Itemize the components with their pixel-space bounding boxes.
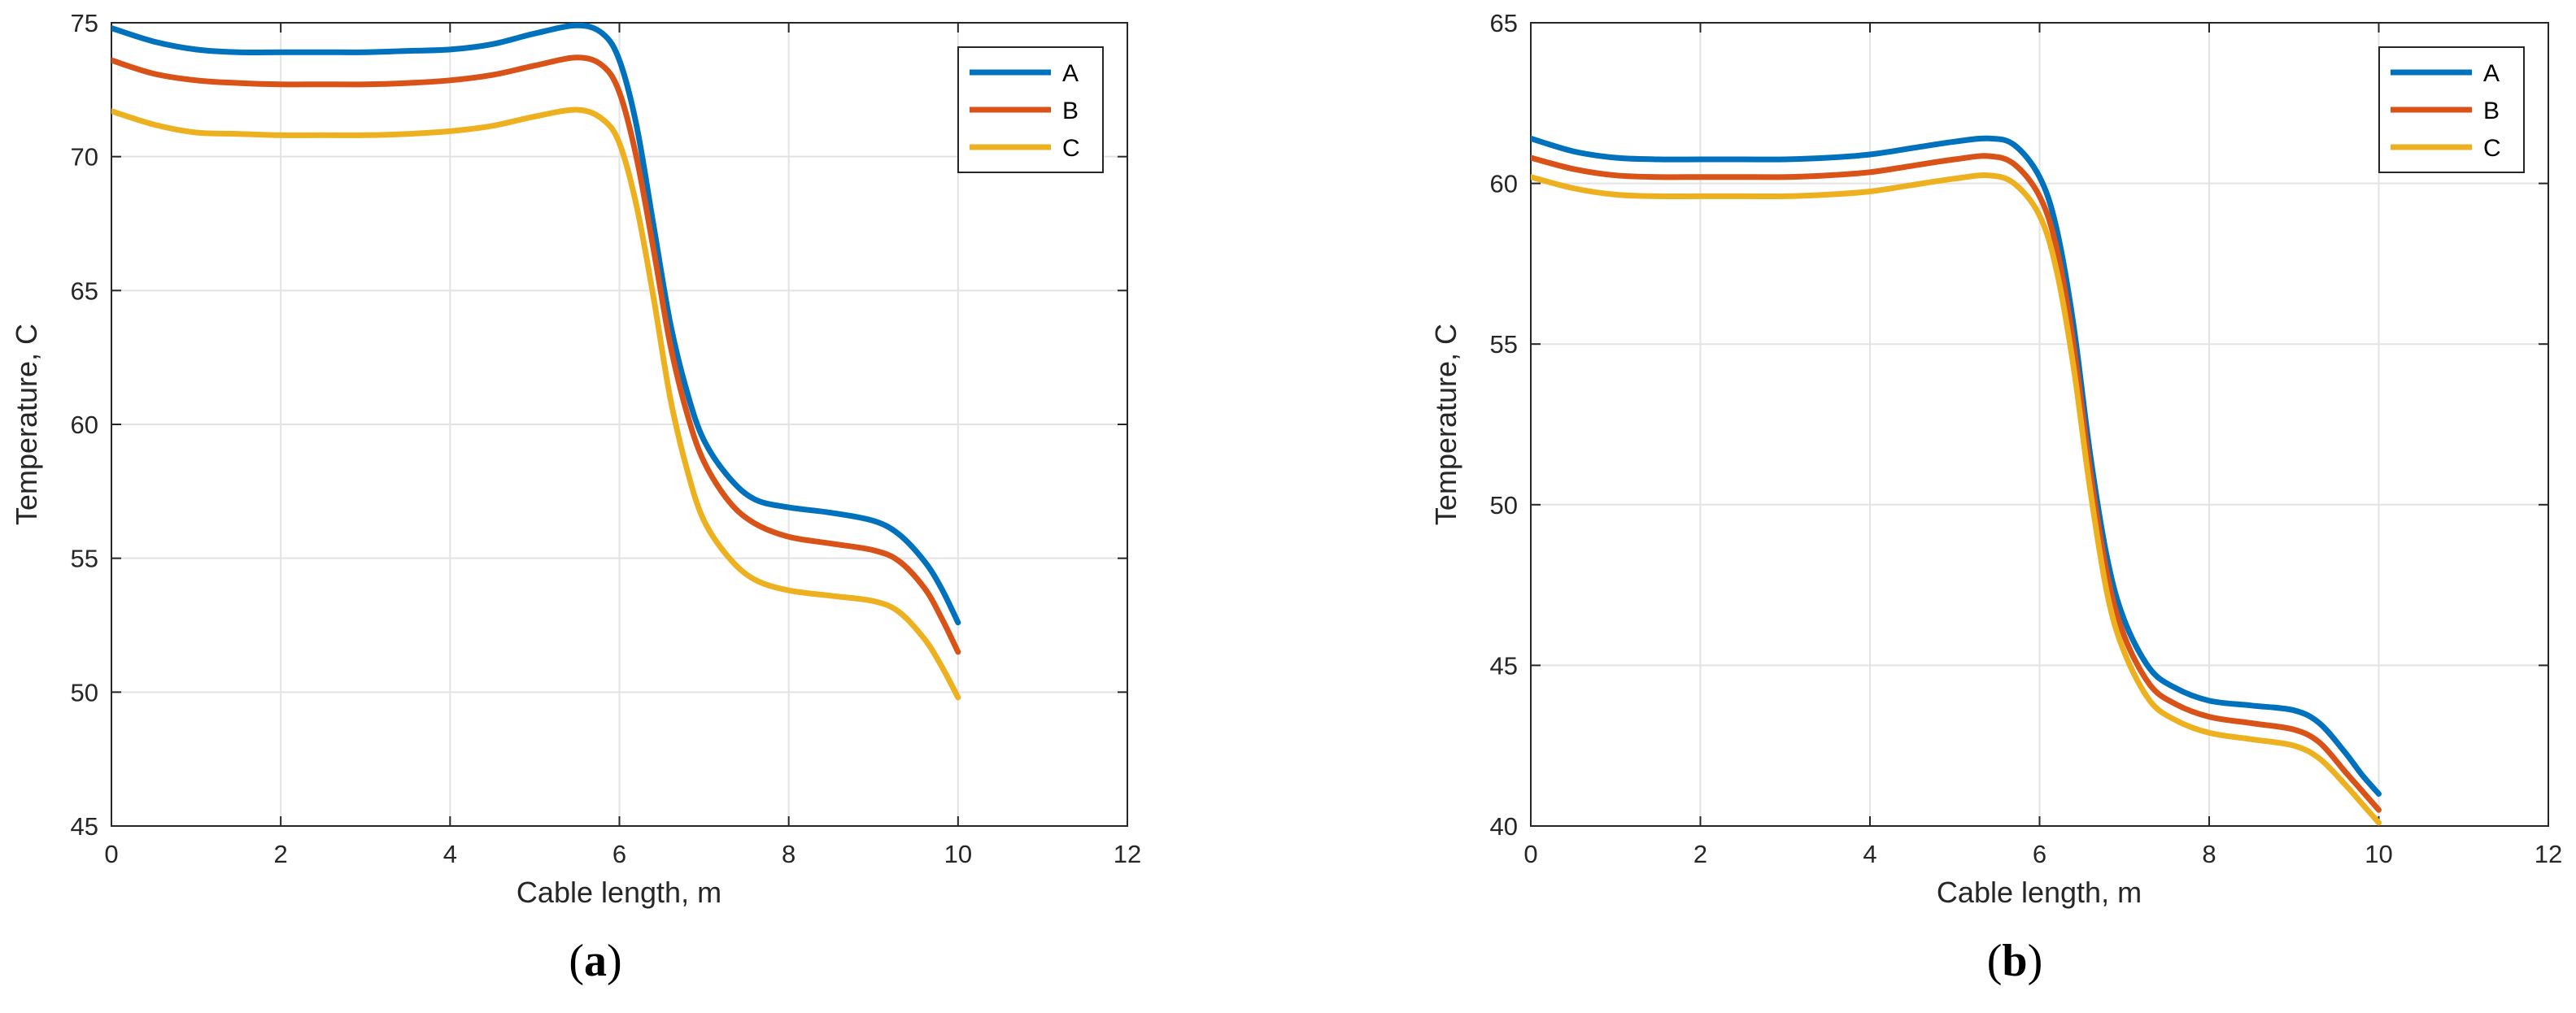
panel-b-y-tick-label: 50	[1490, 491, 1518, 520]
panel-b-x-tick-label: 12	[2535, 840, 2562, 868]
panel-a-y-tick-label: 60	[71, 411, 98, 439]
panel-a-legend-label-a: A	[1062, 60, 1079, 87]
panel-b-y-tick-label: 40	[1490, 812, 1518, 841]
panel-a-legend: ABC	[957, 46, 1104, 173]
panel-b-legend-label-b: B	[2483, 98, 2500, 124]
panel-b-y-tick-label: 55	[1490, 330, 1518, 359]
panel-b-x-tick-label: 0	[1523, 840, 1537, 868]
panel-a-legend-label-c: C	[1062, 135, 1080, 162]
panel-a-y-tick-label: 55	[71, 545, 98, 573]
panel-a-y-axis-label: Temperature, C	[10, 324, 43, 525]
panel-b-legend: ABC	[2378, 46, 2525, 173]
panel-a-y-tick-label: 65	[71, 276, 98, 305]
panel-b-caption: (b)	[1987, 936, 2042, 986]
panel-a-x-tick-label: 12	[1114, 840, 1141, 868]
panel-a-x-tick-label: 0	[104, 840, 118, 868]
panel-b-y-tick-label: 45	[1490, 651, 1518, 680]
panel-b-x-axis-label: Cable length, m	[1937, 876, 2142, 909]
panel-a-y-tick-label: 45	[71, 812, 98, 841]
panel-a-legend-label-b: B	[1062, 98, 1079, 124]
panel-a: 0 2 4 6 8 10 12 45 50 55 60 65 70 75 Cable length, m Te…	[10, 9, 1141, 986]
panel-b-legend-label-a: A	[2483, 60, 2500, 87]
panel-a-x-tick-label: 8	[782, 840, 795, 868]
panel-a-x-tick-label: 6	[612, 840, 626, 868]
panel-a-series-a-line	[111, 23, 961, 626]
panel-b-y-tick-label: 65	[1490, 9, 1518, 37]
panel-a-x-tick-label: 10	[944, 840, 972, 868]
panel-b-series-b-line	[1531, 153, 2382, 813]
panel-b-series-a-line	[1531, 135, 2382, 797]
panel-b-x-tick-label: 2	[1693, 840, 1707, 868]
panel-b-y-axis-label: Temperature, C	[1429, 324, 1462, 525]
panel-a-series-c-line	[111, 107, 961, 701]
panel-b: 0 2 4 6 8 10 12 40 45 50 55 60 65 Cable length, m Temp…	[1429, 9, 2562, 986]
panel-b-x-tick-label: 8	[2202, 840, 2216, 868]
panel-a-y-tick-label: 70	[71, 143, 98, 172]
panel-a-x-axis-label: Cable length, m	[517, 876, 721, 909]
panel-b-legend-label-c: C	[2483, 135, 2501, 162]
panel-a-y-tick-label: 75	[71, 9, 98, 37]
panel-b-series-c-line	[1531, 172, 2382, 826]
panel-a-series-b-line	[111, 54, 961, 655]
panel-b-x-tick-label: 6	[2033, 840, 2046, 868]
panel-a-y-tick-label: 50	[71, 678, 98, 706]
panel-b-y-tick-label: 60	[1490, 170, 1518, 198]
panel-b-x-tick-label: 10	[2365, 840, 2392, 868]
panel-a-caption: (a)	[569, 936, 621, 986]
panel-a-x-tick-label: 4	[443, 840, 457, 868]
panel-a-x-tick-label: 2	[274, 840, 288, 868]
panel-b-x-tick-label: 4	[1863, 840, 1876, 868]
